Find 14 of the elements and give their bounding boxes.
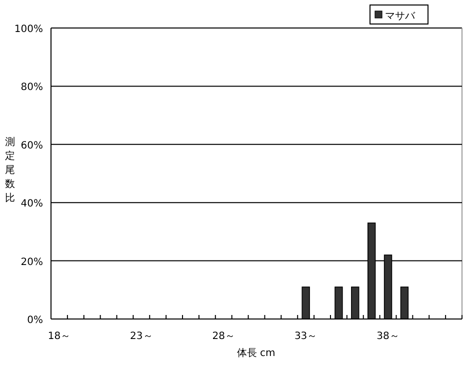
x-axis-title: 体長 cm [236, 347, 276, 359]
x-tick-label: 18～ [48, 331, 71, 342]
legend-label: マサバ [385, 11, 416, 22]
y-axis-title: 測定尾数比 [5, 136, 15, 204]
y-tick-label: 100% [14, 24, 43, 35]
y-tick-label: 80% [20, 82, 43, 94]
x-tick-label: 23～ [130, 331, 153, 342]
y-tick-label: 60% [20, 140, 43, 152]
y-tick-label: 0% [27, 315, 43, 326]
x-tick-label: 28～ [212, 331, 235, 342]
x-tick-label: 38～ [376, 331, 400, 342]
y-tick-label: 20% [20, 256, 43, 268]
y-tick-label: 40% [20, 198, 43, 210]
x-tick-label: 33～ [294, 331, 318, 342]
